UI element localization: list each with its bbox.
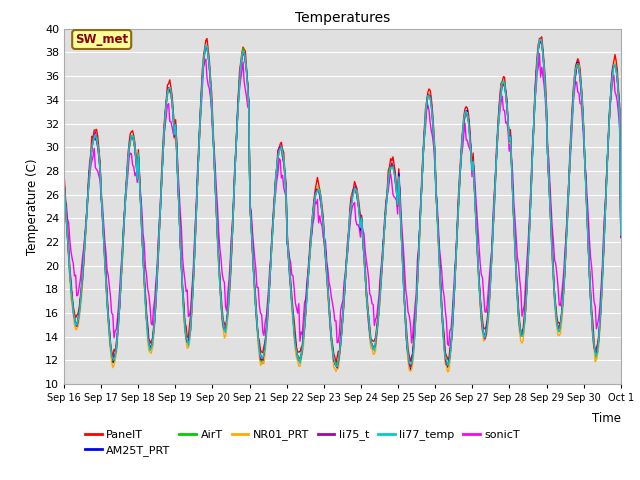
li77_temp — [537, 36, 545, 42]
NR01_PRT — [234, 120, 241, 126]
PanelT — [568, 109, 576, 115]
li75_t — [295, 358, 303, 363]
AM25T_PRT — [470, 183, 478, 189]
AirT — [470, 184, 478, 190]
AirT — [537, 36, 545, 42]
AM25T_PRT — [399, 252, 406, 258]
PanelT — [332, 360, 340, 366]
Line: PanelT: PanelT — [64, 37, 621, 363]
sonicT — [445, 343, 452, 348]
li77_temp — [373, 328, 381, 334]
Legend: PanelT, AM25T_PRT, AirT, NR01_PRT, li75_t, li77_temp, sonicT: PanelT, AM25T_PRT, AirT, NR01_PRT, li75_… — [81, 425, 525, 460]
li75_t — [617, 232, 625, 238]
PanelT — [617, 225, 625, 230]
Line: AM25T_PRT: AM25T_PRT — [64, 42, 621, 369]
PanelT — [470, 179, 478, 185]
Line: li77_temp: li77_temp — [64, 39, 621, 366]
Line: AirT: AirT — [64, 39, 621, 367]
li77_temp — [399, 283, 407, 288]
AM25T_PRT — [60, 179, 68, 184]
li77_temp — [333, 363, 341, 369]
sonicT — [617, 235, 625, 240]
li77_temp — [234, 120, 241, 126]
AM25T_PRT — [372, 343, 380, 348]
Line: sonicT: sonicT — [64, 54, 621, 346]
li75_t — [399, 279, 407, 285]
PanelT — [399, 266, 407, 272]
li77_temp — [60, 180, 68, 185]
AirT — [399, 252, 406, 257]
AM25T_PRT — [568, 116, 576, 121]
sonicT — [295, 301, 303, 307]
AM25T_PRT — [234, 120, 241, 125]
li75_t — [568, 114, 576, 120]
Text: SW_met: SW_met — [75, 33, 128, 46]
NR01_PRT — [372, 348, 380, 354]
li77_temp — [470, 184, 478, 190]
li75_t — [470, 182, 478, 188]
Line: NR01_PRT: NR01_PRT — [64, 39, 621, 372]
NR01_PRT — [568, 118, 576, 123]
NR01_PRT — [444, 369, 451, 375]
li77_temp — [568, 118, 576, 123]
li77_temp — [617, 232, 625, 238]
AirT — [372, 341, 380, 347]
PanelT — [538, 34, 545, 40]
AirT — [234, 119, 241, 125]
PanelT — [373, 325, 381, 331]
PanelT — [234, 115, 241, 120]
sonicT — [60, 185, 68, 191]
sonicT — [568, 127, 576, 132]
Y-axis label: Temperature (C): Temperature (C) — [26, 158, 39, 255]
li77_temp — [295, 357, 303, 363]
sonicT — [536, 51, 543, 57]
AirT — [60, 180, 68, 186]
li75_t — [373, 331, 381, 336]
PanelT — [295, 349, 303, 355]
Text: Time: Time — [592, 412, 621, 425]
sonicT — [234, 121, 241, 127]
sonicT — [470, 168, 478, 173]
li75_t — [60, 178, 68, 183]
li75_t — [333, 365, 341, 371]
AM25T_PRT — [617, 234, 625, 240]
AirT — [568, 119, 576, 125]
sonicT — [372, 316, 380, 322]
Line: li75_t: li75_t — [64, 41, 621, 368]
NR01_PRT — [470, 186, 478, 192]
li75_t — [537, 38, 545, 44]
NR01_PRT — [617, 233, 625, 239]
AirT — [406, 364, 414, 370]
NR01_PRT — [399, 253, 406, 259]
AM25T_PRT — [295, 356, 303, 362]
AirT — [295, 356, 303, 361]
NR01_PRT — [536, 36, 543, 42]
sonicT — [399, 230, 406, 236]
NR01_PRT — [295, 363, 303, 369]
NR01_PRT — [60, 181, 68, 187]
AirT — [617, 229, 625, 235]
AM25T_PRT — [537, 39, 545, 45]
Title: Temperatures: Temperatures — [295, 11, 390, 25]
li75_t — [234, 117, 241, 123]
AM25T_PRT — [406, 366, 414, 372]
PanelT — [60, 170, 68, 176]
